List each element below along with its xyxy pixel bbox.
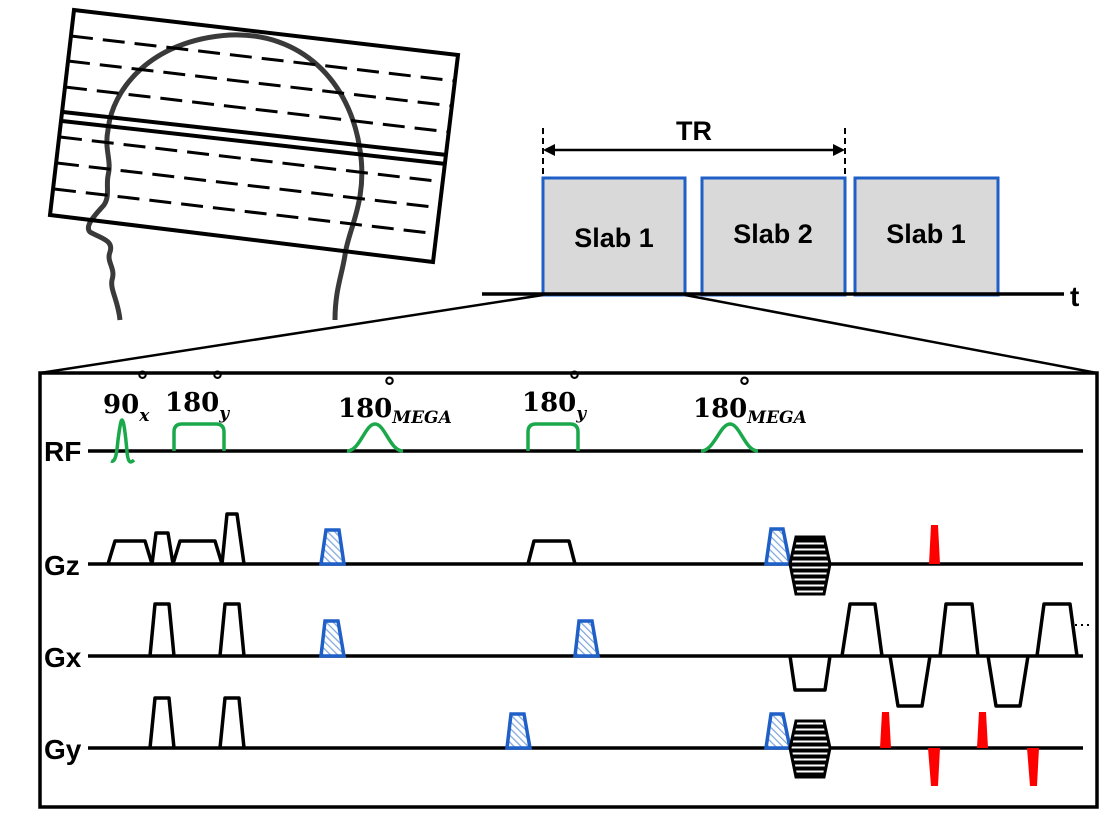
gy-gradients <box>148 696 1039 786</box>
gx-gradients <box>148 602 1092 708</box>
blip <box>928 748 940 786</box>
slice-lines <box>53 34 456 236</box>
crusher-gradient <box>318 528 347 566</box>
slab-boundary <box>62 110 448 157</box>
svg-text:Slab 1: Slab 1 <box>574 223 654 253</box>
rf-label: 180MEGA <box>338 394 452 428</box>
sequence-panel <box>38 371 1099 809</box>
zoom-line <box>684 293 1098 375</box>
phase-encode-table <box>788 719 832 779</box>
svg-text:°: ° <box>211 367 224 397</box>
svg-text:Slab 2: Slab 2 <box>733 219 813 249</box>
tr-timing: TR <box>542 116 846 185</box>
axis-label-rf: RF <box>44 436 81 467</box>
rf-pulse-180-mega <box>346 422 404 453</box>
crusher-gradient <box>573 619 601 658</box>
crusher-gradient <box>505 712 533 750</box>
slab-block: Slab 1 <box>853 176 1000 297</box>
rf-pulse-180 <box>526 422 580 451</box>
head-slab-illustration <box>47 7 461 321</box>
svg-text:°: ° <box>568 367 581 397</box>
crusher-gradient <box>319 619 347 658</box>
baselines <box>88 449 1083 750</box>
svg-text:°: ° <box>383 373 396 403</box>
blip <box>880 712 891 748</box>
rf-pulse-180-mega <box>700 422 759 453</box>
slab-block: Slab 2 <box>700 176 847 297</box>
zoom-line <box>39 293 544 375</box>
svg-text:°: ° <box>738 373 751 403</box>
head-outline <box>86 32 365 321</box>
slab-block: Slab 1 <box>541 176 687 297</box>
axis-label-gx: Gx <box>44 642 82 673</box>
phase-encode-table <box>788 535 832 596</box>
gz-gradients <box>106 512 940 596</box>
svg-text:Slab 1: Slab 1 <box>886 219 966 249</box>
time-label: t <box>1070 281 1079 312</box>
blip <box>1027 748 1039 786</box>
rf-label: 90x <box>103 390 150 426</box>
rf-pulse-180 <box>172 422 226 451</box>
rf-label: 180y <box>165 388 230 424</box>
rf-label: 180y <box>522 388 587 424</box>
axis-label-gy: Gy <box>44 734 82 765</box>
axis-label-gz: Gz <box>44 550 80 581</box>
tr-label: TR <box>676 116 712 146</box>
crusher-gradient <box>763 527 793 566</box>
blip <box>977 712 988 748</box>
slab-boundary <box>61 119 447 166</box>
blip <box>929 525 940 564</box>
svg-text:°: ° <box>136 367 149 397</box>
rf-label: 180MEGA <box>693 394 807 428</box>
crusher-gradient <box>763 712 793 750</box>
rf-pulse-90 <box>110 418 136 464</box>
slab-box <box>47 7 461 265</box>
